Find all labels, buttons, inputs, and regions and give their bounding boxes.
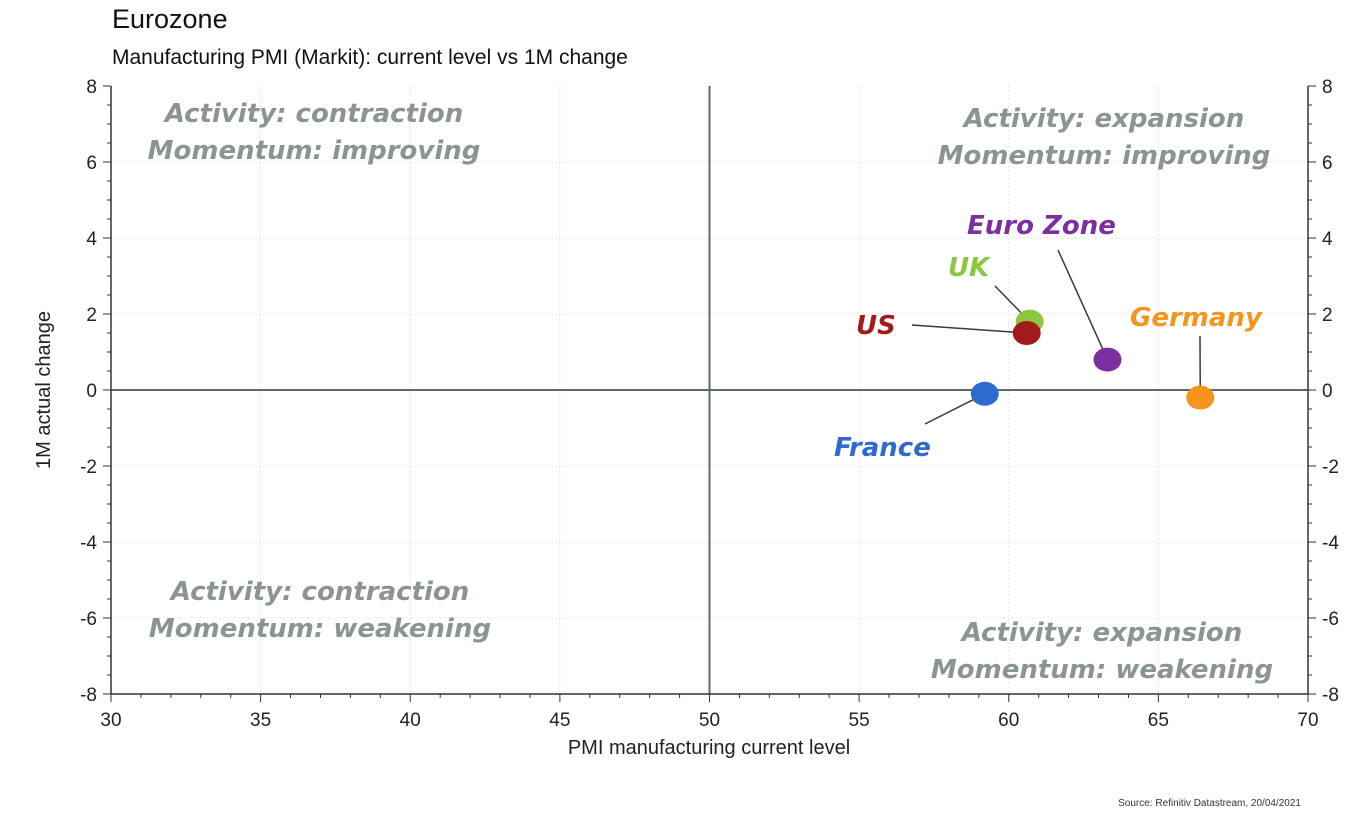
y-tick-label-left: 8 (86, 77, 97, 98)
y-tick-label-right: 8 (1322, 77, 1333, 98)
x-tick-label: 40 (400, 710, 421, 731)
y-tick-label-left: 2 (86, 305, 97, 326)
point-labels: UK US Euro Zone Germany France (834, 211, 1263, 463)
leader-line-us (911, 324, 1027, 334)
x-tick-label: 55 (849, 710, 870, 731)
data-point-germany (1186, 385, 1215, 410)
point-label-uk: UK (948, 253, 991, 283)
x-tick-label: 60 (998, 710, 1019, 731)
point-label-germany: Germany (1130, 303, 1263, 333)
quadrant-label-bottom-left: Activity: contraction (169, 577, 469, 607)
data-points (970, 309, 1215, 410)
x-tick-label: 30 (100, 710, 121, 731)
y-tick-label-left: 0 (86, 381, 97, 402)
x-axis-title: PMI manufacturing current level (568, 737, 850, 759)
quadrant-label-top-left: Momentum: improving (148, 136, 481, 166)
y-tick-label-right: 2 (1322, 305, 1333, 326)
y-tick-label-left: 4 (86, 229, 97, 250)
y-tick-label-right: 0 (1322, 381, 1333, 402)
data-point-us (1012, 321, 1041, 345)
y-tick-label-left: -6 (80, 609, 97, 630)
x-tick-label: 70 (1297, 710, 1318, 731)
source-note: Source: Refinitiv Datastream, 20/04/2021 (1118, 798, 1301, 809)
y-tick-label-left: -4 (80, 533, 97, 554)
quadrant-label-bottom-right: Activity: expansion (960, 618, 1243, 648)
y-tick-label-right: -6 (1322, 609, 1339, 630)
data-point-euro-zone (1093, 347, 1122, 372)
chart-subtitle: Manufacturing PMI (Markit): current leve… (112, 46, 628, 69)
x-tick-label: 65 (1148, 710, 1169, 731)
data-point-france (970, 381, 999, 406)
leader-line-euro-zone (1057, 249, 1109, 360)
y-tick-label-right: -4 (1322, 533, 1339, 554)
quadrant-label-top-right: Momentum: improving (938, 141, 1271, 171)
quadrant-label-bottom-right: Momentum: weakening (931, 655, 1273, 685)
quadrant-label-bottom-left: Momentum: weakening (149, 614, 491, 644)
quadrant-label-top-left: Activity: contraction (163, 99, 463, 129)
axes: -8 -8 -6 -6 -4 -4 -2 -2 0 0 2 2 4 4 6 6 8 8 30 35 40 45 50 55 60… (80, 77, 1339, 731)
quadrant-labels: Activity: contraction Momentum: improving… (148, 99, 1273, 685)
y-tick-label-left: -2 (80, 457, 97, 478)
y-tick-label-left: -8 (80, 685, 97, 706)
x-tick-label: 45 (549, 710, 570, 731)
point-label-euro-zone: Euro Zone (967, 211, 1116, 241)
y-tick-label-left: 6 (86, 153, 97, 174)
x-tick-label: 35 (250, 710, 271, 731)
y-tick-label-right: 4 (1322, 229, 1333, 250)
x-tick-label: 50 (699, 710, 720, 731)
point-label-us: US (856, 311, 896, 341)
y-tick-label-right: 6 (1322, 153, 1333, 174)
chart-title: Eurozone (112, 4, 228, 34)
y-tick-label-right: -8 (1322, 685, 1339, 706)
y-axis-title: 1M actual change (33, 311, 55, 469)
quadrant-label-top-right: Activity: expansion (962, 104, 1245, 134)
point-label-france: France (834, 433, 931, 463)
y-tick-label-right: -2 (1322, 457, 1339, 478)
